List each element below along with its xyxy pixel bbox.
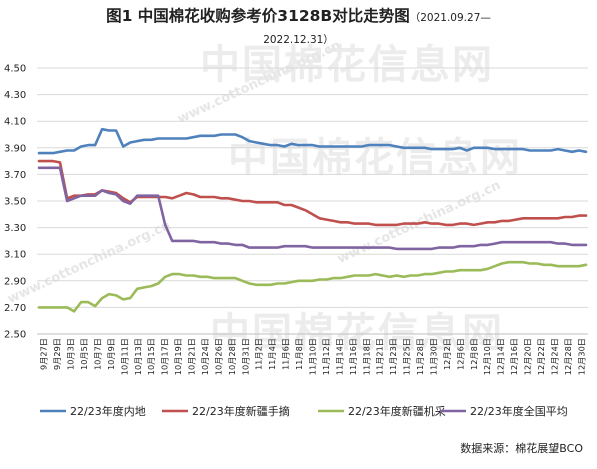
x-tick-label: 12月16日 [509,338,519,375]
chart-grid [37,67,588,335]
x-tick-label: 10月9日 [106,338,116,370]
x-tick-label: 10月13日 [133,338,143,375]
x-tick-label: 12月8日 [469,338,479,370]
y-tick-label: 2.70 [4,303,26,314]
x-tick-label: 11月12日 [321,338,331,375]
x-tick-label: 10月31日 [240,338,250,375]
x-tick-label: 11月18日 [361,338,371,375]
chart-title: 图1 中国棉花收购参考价3128B对比走势图 [106,7,410,25]
x-tick-label: 11月10日 [308,338,318,375]
y-tick-label: 2.90 [4,276,26,287]
chart-legend: 22/23年度内地 22/23年度新疆手摘 22/23年度新疆机采 22/23年度全国… [40,404,568,418]
x-tick-label: 11月25日 [402,338,412,375]
y-tick-label: 4.30 [4,90,26,101]
chart-date-range-start: （2021.09.27— [409,12,491,24]
x-tick-label: 10月5日 [79,338,89,370]
y-tick-label: 3.50 [4,197,26,208]
x-tick-label: 11月4日 [267,338,277,370]
x-tick-label: 10月24日 [200,338,210,375]
data-source-note: 数据来源：棉花展望BCO [460,442,583,455]
x-tick-label: 11月14日 [334,338,344,375]
x-tick-label: 12月22日 [536,338,546,375]
legend-label: 22/23年度内地 [70,404,146,418]
y-tick-label: 3.10 [4,250,26,261]
y-tick-label: 4.10 [4,117,26,128]
x-tick-label: 11月28日 [415,338,425,375]
x-tick-label: 10月11日 [119,338,129,375]
x-tick-label: 9月27日 [39,338,49,370]
x-tick-label: 12月28日 [563,338,573,375]
x-tick-label: 10月26日 [213,338,223,375]
x-tick-label: 11月21日 [375,338,385,375]
legend-label: 22/23年度新疆手摘 [192,404,290,418]
y-tick-label: 3.70 [4,170,26,181]
x-tick-label: 11月23日 [388,338,398,375]
x-tick-label: 9月29日 [52,338,62,370]
x-tick-label: 11月30日 [428,338,438,375]
x-tick-label: 11月2日 [254,338,264,370]
series-line-2 [37,159,588,227]
x-tick-label: 10月17日 [160,338,170,375]
x-tick-label: 10月21日 [187,338,197,375]
chart-title-block: 图1 中国棉花收购参考价3128B对比走势图（2021.09.27— 2022.… [0,6,597,50]
x-tick-label: 12月20日 [523,338,533,375]
x-tick-label: 12月24日 [549,338,559,375]
x-tick-label: 12月14日 [496,338,506,375]
y-tick-label: 4.50 [4,64,26,75]
x-tick-label: 11月6日 [281,338,291,370]
x-tick-label: 11月8日 [294,338,304,370]
y-axis: 2.50 2.70 2.90 3.10 3.30 3.50 3.70 3.90 4.10 4.30… [4,64,26,341]
chart-date-range-end: 2022.12.31） [263,34,334,46]
series-line-3 [37,260,588,313]
x-axis: 9月27日 9月29日 10月3日 10月5日 10月7日 10月9日 10月11日 10月1… [37,333,588,375]
legend-label: 22/23年度全国平均 [470,404,568,418]
x-tick-label: 10月19日 [173,338,183,375]
chart-series [37,127,588,313]
x-tick-label: 12月30日 [576,338,586,375]
x-tick-label: 12月6日 [455,338,465,370]
series-line-4 [37,166,588,251]
legend-label: 22/23年度新疆机采 [348,404,446,418]
x-tick-label: 10月7日 [92,338,102,370]
x-tick-label: 10月15日 [146,338,156,375]
x-tick-label: 10月3日 [66,338,76,370]
x-tick-label: 10月28日 [227,338,237,375]
series-line-1 [37,127,588,155]
y-tick-label: 3.30 [4,223,26,234]
x-tick-label: 12月10日 [482,338,492,375]
y-tick-label: 2.50 [4,330,26,341]
x-tick-label: 12月2日 [442,338,452,370]
x-tick-label: 11月16日 [348,338,358,375]
y-tick-label: 3.90 [4,143,26,154]
